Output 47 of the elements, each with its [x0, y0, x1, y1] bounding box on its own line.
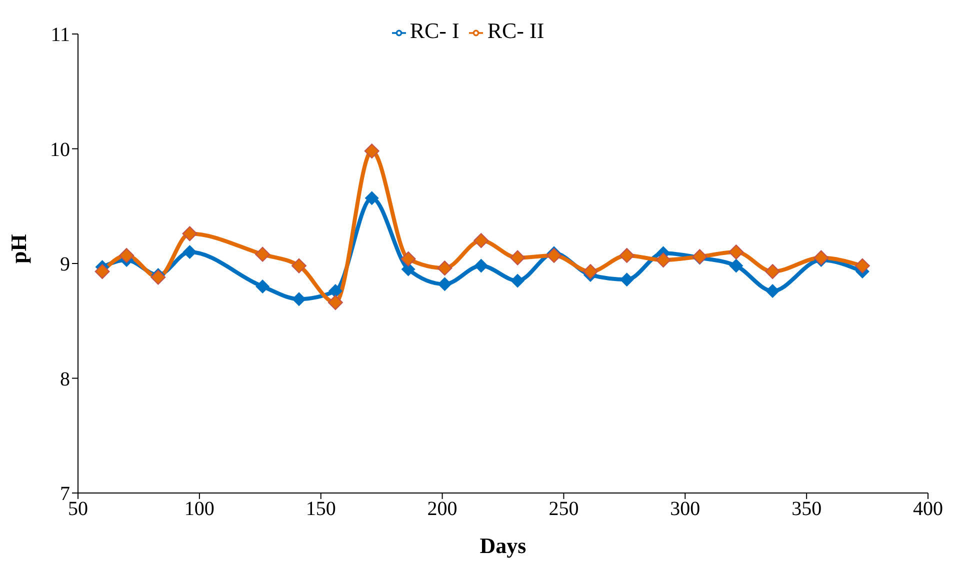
point [438, 277, 452, 292]
y-tick-label: 11 [50, 24, 70, 46]
point [619, 248, 634, 263]
x-tick-label: 350 [792, 498, 822, 520]
y-tick-label: 10 [50, 138, 70, 161]
y-tick-label: 9 [60, 254, 70, 276]
point [729, 258, 744, 273]
point [510, 274, 525, 288]
point [292, 292, 306, 306]
x-tick-label: 50 [68, 498, 88, 520]
point [582, 264, 598, 280]
point [119, 248, 134, 263]
point [854, 258, 870, 274]
point [364, 191, 379, 206]
y-axis-title: pH [6, 234, 31, 264]
point [620, 272, 634, 287]
point [182, 245, 197, 260]
x-tick-label: 150 [306, 498, 336, 520]
point [256, 279, 270, 294]
point [94, 264, 110, 280]
point [328, 295, 343, 310]
x-tick-label: 400 [913, 498, 943, 520]
point [364, 144, 380, 159]
x-tick-label: 200 [427, 498, 458, 520]
point [474, 258, 488, 273]
point [150, 270, 166, 285]
point [765, 264, 780, 280]
point [728, 244, 744, 260]
x-tick-label: 250 [548, 498, 579, 520]
point [474, 233, 489, 248]
legend-label: RC- II [487, 18, 544, 43]
point [292, 258, 306, 274]
legend-label: RC- I [410, 18, 460, 43]
x-tick-label: 300 [670, 498, 700, 520]
x-tick-label: 100 [184, 498, 214, 520]
point [437, 260, 452, 276]
point [328, 284, 342, 298]
point [400, 251, 416, 266]
point [182, 226, 198, 242]
y-tick-label: 8 [60, 368, 70, 390]
x-axis-title: Days [480, 533, 527, 558]
y-tick-label: 7 [60, 483, 70, 506]
point [766, 284, 780, 298]
point [656, 252, 671, 268]
point [255, 246, 270, 262]
point [510, 250, 526, 266]
point [814, 250, 829, 266]
